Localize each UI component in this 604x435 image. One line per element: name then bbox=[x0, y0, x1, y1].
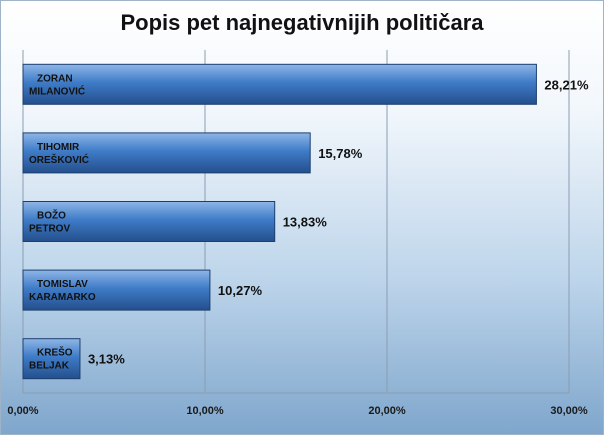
bar-value-label: 13,83% bbox=[283, 215, 328, 230]
bar-value-label: 3,13% bbox=[88, 352, 125, 367]
bar-category-label: TOMISLAV KARAMARKO bbox=[29, 279, 96, 303]
bar-group: 10,27% TOMISLAV KARAMARKO bbox=[22, 269, 263, 311]
x-tick-label: 30,00% bbox=[550, 405, 588, 417]
bar-value-label: 10,27% bbox=[218, 283, 263, 298]
x-tick-label: 0,00% bbox=[7, 405, 38, 417]
bar bbox=[22, 63, 537, 105]
bar-group: 3,13% KREŠO BELJAK bbox=[22, 338, 125, 380]
bar-value-label: 28,21% bbox=[544, 77, 589, 92]
bar-group: 15,78% TIHOMIR OREŠKOVIĆ bbox=[22, 132, 363, 174]
chart-title: Popis pet najnegativnijih političara bbox=[120, 10, 484, 35]
x-tick-label: 20,00% bbox=[368, 405, 406, 417]
bar bbox=[22, 338, 81, 380]
bar bbox=[22, 269, 211, 311]
x-tick-label: 10,00% bbox=[186, 405, 224, 417]
bar-category-label: ZORAN MILANOVIĆ bbox=[29, 73, 85, 97]
bar-group: 13,83% BOŽO PETROV bbox=[22, 201, 328, 242]
bar-value-label: 15,78% bbox=[318, 146, 363, 161]
bar bbox=[22, 201, 276, 242]
bar-category-label: KREŠO BELJAK bbox=[29, 346, 73, 372]
bar-category-label: BOŽO PETROV bbox=[29, 209, 70, 235]
bar-group: 28,21% ZORAN MILANOVIĆ bbox=[22, 63, 589, 105]
bar bbox=[22, 132, 311, 174]
bar-category-label: TIHOMIR OREŠKOVIĆ bbox=[29, 142, 89, 166]
